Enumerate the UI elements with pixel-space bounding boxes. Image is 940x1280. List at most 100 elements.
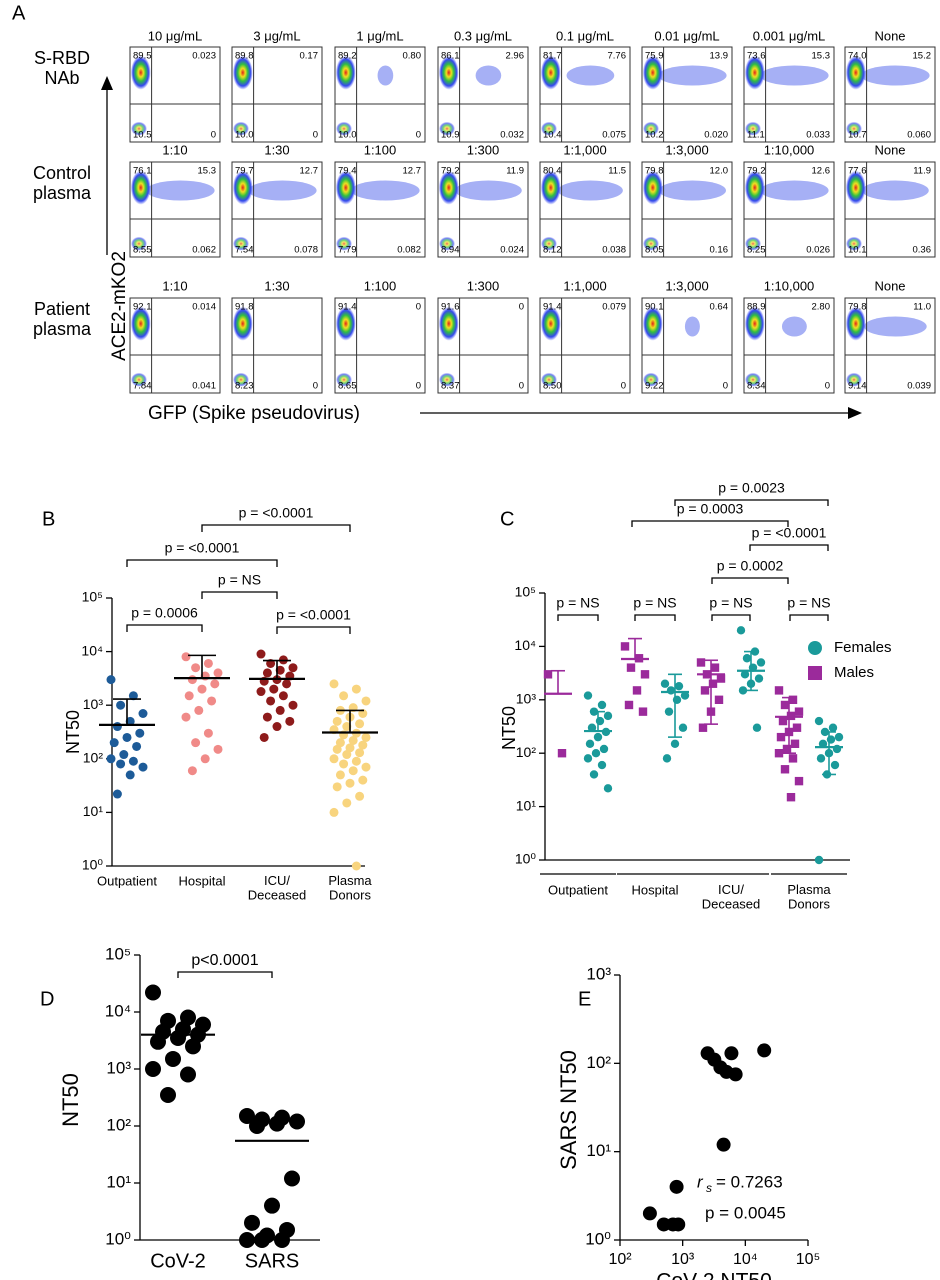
negative-population xyxy=(438,55,459,90)
quadrant-value: 91.8 xyxy=(235,302,254,313)
quadrant-value: 0 xyxy=(313,130,318,141)
significance-label: p = 0.0002 xyxy=(717,558,784,574)
significance-bracket xyxy=(126,559,278,567)
x-tick-label: 10³ xyxy=(671,1251,695,1268)
data-point xyxy=(782,744,792,754)
x-tick-label: 10⁵ xyxy=(796,1251,820,1268)
quadrant-value: 80.4 xyxy=(543,166,562,177)
data-point xyxy=(185,1038,201,1055)
double-negative-population xyxy=(336,372,352,387)
row-label: S-RBD NAb xyxy=(34,48,90,88)
data-point xyxy=(348,766,358,776)
data-point xyxy=(738,686,748,695)
quadrant-value: 8.50 xyxy=(543,381,562,392)
data-point xyxy=(150,1033,166,1050)
data-point xyxy=(345,743,355,753)
quadrant-value: 79.7 xyxy=(235,166,254,177)
data-point xyxy=(329,807,339,817)
data-point xyxy=(329,679,339,689)
data-point xyxy=(332,782,342,792)
quadrant-value: 0.039 xyxy=(907,381,931,392)
column-label: 1:10 xyxy=(162,142,187,157)
significance-label: p = NS xyxy=(633,595,676,611)
data-point xyxy=(599,744,609,754)
data-point xyxy=(351,861,361,871)
data-point xyxy=(774,686,784,695)
negative-population xyxy=(232,55,253,90)
positive-population xyxy=(781,316,807,337)
data-point xyxy=(112,789,122,799)
quadrant-value: 0.079 xyxy=(602,302,626,313)
column-label: 1:3,000 xyxy=(665,278,708,293)
column-label: 0.3 μg/mL xyxy=(454,28,512,43)
data-point xyxy=(830,760,840,770)
double-negative-population xyxy=(846,236,862,251)
quadrant-value: 8.23 xyxy=(235,381,254,392)
quadrant-value: 8.05 xyxy=(645,245,664,256)
negative-population xyxy=(845,170,866,205)
data-point xyxy=(106,754,116,764)
data-point xyxy=(256,649,266,659)
double-negative-population xyxy=(233,121,249,136)
quadrant-value: 11.5 xyxy=(608,166,626,177)
quadrant-value: 15.2 xyxy=(913,51,932,62)
significance-bracket xyxy=(177,971,273,978)
quadrant-value: 10.1 xyxy=(848,245,867,256)
data-point xyxy=(269,684,279,694)
data-point xyxy=(191,663,201,673)
data-point xyxy=(666,686,676,695)
y-tick-label: 10³ xyxy=(516,691,537,707)
quadrant-value: 0.041 xyxy=(192,381,216,392)
quadrant-value: 91.6 xyxy=(441,302,460,313)
column-label: 1:10 xyxy=(162,278,187,293)
panel-letter: B xyxy=(42,508,55,530)
data-point xyxy=(262,668,272,678)
data-point xyxy=(355,791,365,801)
data-point xyxy=(597,700,607,710)
x-axis-label: GFP (Spike pseudovirus) xyxy=(148,403,360,424)
data-point xyxy=(710,663,720,672)
column-label: 1:300 xyxy=(467,278,500,293)
quadrant-value: 0 xyxy=(416,381,421,392)
legend-label: Males xyxy=(834,664,874,681)
y-axis-label: NT50 xyxy=(58,1073,83,1127)
data-point xyxy=(132,741,142,751)
data-point xyxy=(670,739,680,748)
data-point xyxy=(786,792,796,802)
double-negative-population xyxy=(439,372,455,387)
data-point xyxy=(543,670,553,679)
double-negative-population xyxy=(439,121,455,136)
negative-population xyxy=(744,170,765,205)
significance-bracket xyxy=(711,577,789,584)
panel-letter: D xyxy=(40,988,54,1010)
y-axis-label: ACE2-mKO2 xyxy=(109,251,130,361)
quadrant-value: 8.34 xyxy=(747,381,766,392)
data-point xyxy=(816,754,826,763)
significance-label: p = 0.0023 xyxy=(718,480,785,496)
quadrant-value: 0.075 xyxy=(602,130,626,141)
data-point xyxy=(358,740,368,750)
column-label: 0.001 μg/mL xyxy=(753,28,826,43)
positive-population xyxy=(475,65,502,86)
data-point xyxy=(116,759,126,769)
data-point xyxy=(116,700,126,710)
quadrant-value: 0.023 xyxy=(192,51,216,62)
positive-population xyxy=(760,180,829,201)
column-label: 1 μg/mL xyxy=(356,28,403,43)
data-point xyxy=(678,723,688,732)
quadrant-value: 0.078 xyxy=(294,245,318,256)
y-tick-label: 10² xyxy=(106,1115,131,1134)
data-point xyxy=(557,749,567,758)
positive-population xyxy=(864,316,927,337)
data-point xyxy=(660,679,670,688)
legend-marker xyxy=(808,666,822,680)
data-point xyxy=(632,686,642,695)
column-label: 1:10,000 xyxy=(764,142,815,157)
stat-value: = 0.7263 xyxy=(716,1172,783,1191)
data-point xyxy=(187,675,197,685)
quadrant-value: 13.9 xyxy=(710,51,729,62)
panel-letter: E xyxy=(578,988,591,1010)
data-point xyxy=(187,766,197,776)
y-axis-label: NT50 xyxy=(63,710,83,754)
quadrant-value: 10.4 xyxy=(543,130,562,141)
